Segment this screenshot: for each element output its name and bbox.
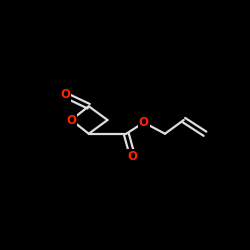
Text: O: O <box>128 150 138 163</box>
Text: O: O <box>66 114 76 126</box>
Text: O: O <box>60 88 70 102</box>
Text: O: O <box>139 116 149 129</box>
